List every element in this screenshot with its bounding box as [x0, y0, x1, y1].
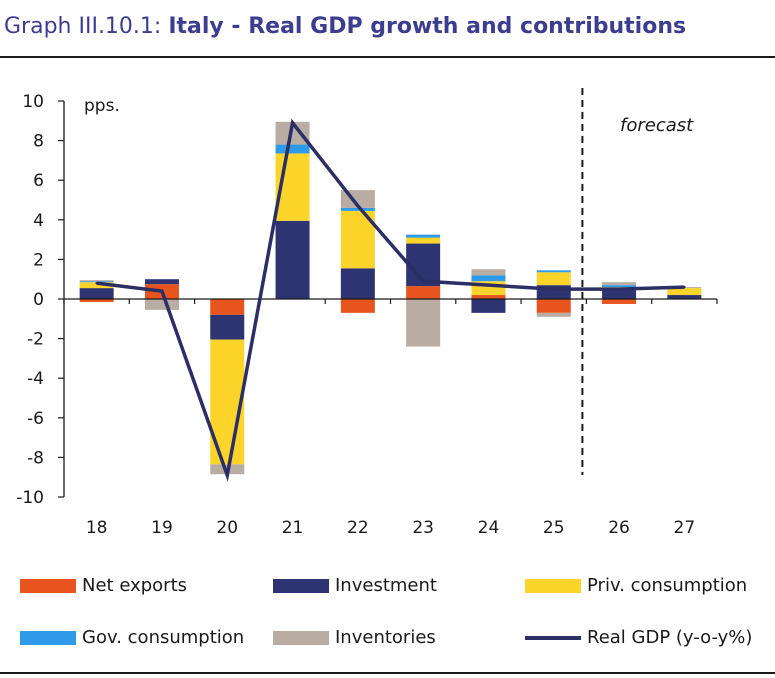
title-main: Italy - Real GDP growth and contribution… [168, 14, 687, 39]
x-tick-label: 27 [674, 518, 696, 538]
bar-segment-investment-26 [602, 290, 637, 299]
bar-segment-inventories-18 [79, 280, 114, 282]
bar-segment-inventories-23 [406, 299, 441, 347]
line-group [95, 118, 686, 482]
bar-segment-inventories-24 [471, 269, 506, 276]
x-tick-label: 22 [347, 518, 369, 538]
y-tick-label: 4 [33, 211, 44, 231]
unit-label: pps. [84, 96, 120, 116]
bar-segment-investment-18 [79, 288, 114, 299]
y-tick-label: 6 [33, 171, 44, 191]
y-tick-label: -2 [27, 330, 44, 350]
y-tick-label: -8 [27, 448, 44, 468]
x-tick-label: 21 [282, 518, 304, 538]
y-tick-label: 2 [33, 250, 44, 270]
bar-segment-gov-consumption-25 [536, 270, 571, 273]
real-gdp-point [617, 287, 621, 291]
x-tick-label: 19 [151, 518, 173, 538]
real-gdp-point [95, 281, 98, 285]
real-gdp-point [160, 289, 164, 293]
real-gdp-point [683, 285, 686, 289]
y-tick-label: 0 [33, 290, 44, 310]
x-tick-label: 24 [478, 518, 500, 538]
bar-segment-investment-24 [471, 299, 506, 313]
chart-title: Graph III.10.1: Italy - Real GDP growth … [4, 14, 686, 39]
bar-group [79, 121, 702, 475]
y-tick-label: 10 [22, 92, 44, 112]
y-tick-label: -6 [27, 409, 44, 429]
bar-segment-inventories-26 [602, 282, 637, 286]
real-gdp-point [291, 121, 294, 124]
bar-segment-inventories-21 [275, 121, 310, 145]
x-tick-label: 26 [608, 518, 630, 538]
forecast-label: forecast [620, 115, 694, 136]
x-tick-label: 18 [86, 518, 108, 538]
bar-segment-investment-22 [340, 268, 375, 299]
bar-segment-net-exports-24 [471, 295, 506, 299]
bar-segment-gov-consumption-22 [340, 207, 375, 211]
y-tick-label: 8 [33, 132, 44, 152]
bar-segment-net-exports-18 [79, 299, 114, 302]
bar-segment-net-exports-25 [536, 299, 571, 313]
bar-segment-gov-consumption-24 [471, 275, 506, 282]
bar-segment-gov-consumption-18 [79, 281, 114, 283]
bar-segment-gov-consumption-26 [602, 285, 637, 288]
y-tick-label: -10 [16, 488, 44, 508]
bar-segment-priv-consumption-23 [406, 237, 441, 244]
y-tick-label: -4 [27, 369, 44, 389]
bar-segment-net-exports-23 [406, 286, 441, 299]
bar-segment-investment-27 [667, 295, 702, 299]
x-tick-label: 20 [216, 518, 238, 538]
real-gdp-point [226, 474, 229, 477]
real-gdp-line [96, 118, 685, 482]
bar-segment-investment-19 [144, 279, 179, 285]
bottom-rule [0, 672, 775, 674]
top-rule [0, 56, 775, 58]
bar-segment-inventories-25 [536, 312, 571, 317]
bar-segment-priv-consumption-25 [536, 272, 571, 286]
real-gdp-point [552, 287, 555, 291]
real-gdp-point [487, 283, 490, 287]
bar-segment-priv-consumption-18 [79, 282, 114, 289]
bar-segment-net-exports-20 [210, 299, 245, 315]
real-gdp-point [356, 204, 360, 208]
bar-segment-investment-20 [210, 314, 245, 340]
x-tick-label: 23 [412, 518, 434, 538]
bar-segment-inventories-19 [144, 299, 179, 310]
bar-segment-gov-consumption-23 [406, 234, 441, 238]
bar-segment-gov-consumption-21 [275, 144, 310, 154]
bar-segment-investment-21 [275, 220, 310, 299]
title-prefix: Graph III.10.1: [4, 14, 162, 39]
bar-segment-net-exports-22 [340, 299, 375, 313]
bar-segment-priv-consumption-27 [667, 288, 702, 296]
x-tick-label: 25 [543, 518, 565, 538]
bar-segment-net-exports-26 [602, 299, 637, 304]
real-gdp-point [421, 279, 425, 283]
